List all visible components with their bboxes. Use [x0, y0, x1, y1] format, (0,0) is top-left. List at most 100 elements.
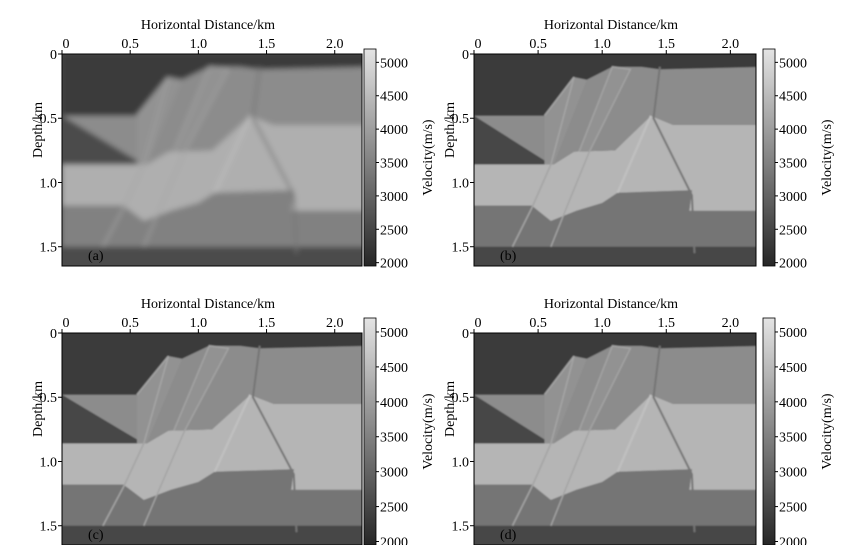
colorbar-tick-label: 3000 — [380, 190, 408, 205]
fault-line — [251, 345, 298, 533]
fault-block — [579, 345, 631, 431]
fault-block — [137, 356, 182, 444]
y-tick-label: 0 — [50, 48, 57, 63]
x-axis-title: Horizontal Distance/km — [544, 297, 678, 312]
x-tick-label: 1.5 — [258, 316, 276, 331]
y-tick-label: 0 — [462, 327, 469, 342]
colorbar-tick-label: 4500 — [779, 361, 807, 376]
colorbar-tick-label: 4000 — [779, 123, 807, 138]
y-tick-label: 0 — [462, 48, 469, 63]
y-tick-label: 1.5 — [40, 241, 58, 256]
fault-line — [550, 345, 632, 526]
deep-layer — [474, 190, 756, 247]
x-tick-label: 0.5 — [121, 316, 139, 331]
x-tick-label: 0 — [63, 316, 70, 331]
colorbar-tick-label: 2500 — [779, 223, 807, 238]
middle-layer — [62, 115, 362, 221]
fault-block — [544, 77, 587, 165]
fault-line — [213, 394, 252, 473]
y-tick-label: 1.5 — [452, 520, 470, 535]
panel-label: (d) — [500, 528, 517, 543]
x-tick-label: 1.0 — [593, 37, 611, 52]
colorbar-tick-label: 2500 — [380, 223, 408, 238]
colorbar-tick-label: 5000 — [779, 56, 807, 71]
panel-2: 0 0.5 1.0 1.5 2.0 0 0.5 1.0 1.5 Horizontal Distan… — [31, 297, 436, 545]
y-axis-title: Depth/km — [443, 381, 458, 437]
y-tick-label: 0.5 — [452, 391, 470, 406]
x-tick-label: 1.0 — [190, 37, 208, 52]
colorbar: 5000 4500 4000 3500 3000 2500 2000 Velocity(m/s… — [762, 48, 835, 272]
colorbar-gradient — [363, 48, 377, 267]
deep-layer — [62, 190, 362, 247]
x-tick-label: 2.0 — [722, 37, 740, 52]
x-axis-title: Horizontal Distance/km — [141, 297, 275, 312]
panel-label: (c) — [88, 528, 104, 543]
fault-line — [550, 66, 632, 247]
x-tick-label: 1.5 — [658, 37, 676, 52]
colorbar-title: Velocity(m/s) — [421, 119, 436, 196]
fault-line — [616, 115, 652, 194]
colorbar-tick-label: 2500 — [380, 501, 408, 516]
x-tick-label: 1.5 — [658, 316, 676, 331]
middle-layer — [62, 394, 362, 500]
x-tick-label: 2.0 — [326, 37, 344, 52]
velocity-model-image — [474, 54, 756, 266]
colorbar-tick-label: 2000 — [380, 257, 408, 272]
colorbar-tick-label: 4000 — [380, 396, 408, 411]
fault-block — [544, 356, 587, 444]
panel-1: 0 0.5 1.0 1.5 2.0 0 0.5 1.0 1.5 Horizontal Distan… — [443, 18, 835, 272]
colorbar-tick-label: 3500 — [779, 431, 807, 446]
fault-line — [213, 115, 252, 194]
x-tick-label: 2.0 — [326, 316, 344, 331]
y-tick-label: 0.5 — [452, 112, 470, 127]
fault-block — [173, 66, 229, 152]
colorbar-title: Velocity(m/s) — [820, 393, 835, 470]
fault-line — [616, 394, 652, 473]
colorbar-tick-label: 2000 — [380, 536, 408, 545]
top-layer — [474, 54, 756, 116]
colorbar: 5000 4500 4000 3500 3000 2500 2000 Velocity(m/s… — [363, 317, 436, 545]
fault-line — [652, 345, 696, 533]
panel-3: 0 0.5 1.0 1.5 2.0 0 0.5 1.0 1.5 Horizontal Distan… — [443, 297, 835, 545]
colorbar-tick-label: 3500 — [779, 157, 807, 172]
colorbar-tick-label: 4500 — [380, 361, 408, 376]
colorbar-tick-label: 5000 — [380, 326, 408, 341]
colorbar-tick-label: 5000 — [779, 326, 807, 341]
colorbar-tick-label: 2000 — [779, 536, 807, 545]
x-axis-title: Horizontal Distance/km — [544, 18, 678, 33]
x-tick-label: 0 — [475, 316, 482, 331]
y-tick-label: 0.5 — [40, 112, 58, 127]
y-tick-label: 0 — [50, 327, 57, 342]
y-tick-label: 1.5 — [40, 520, 58, 535]
colorbar-gradient — [363, 317, 377, 545]
colorbar-tick-label: 3000 — [779, 190, 807, 205]
y-tick-label: 0.5 — [40, 391, 58, 406]
colorbar-title: Velocity(m/s) — [421, 393, 436, 470]
colorbar-tick-label: 3000 — [380, 466, 408, 481]
top-layer — [474, 333, 756, 395]
fault-line — [143, 66, 230, 247]
fault-block — [579, 66, 631, 152]
axes-frame — [473, 53, 757, 267]
middle-layer — [474, 115, 756, 221]
axes-frame — [61, 332, 363, 545]
top-layer — [62, 333, 362, 395]
fault-line — [102, 355, 170, 527]
fault-line — [143, 345, 230, 526]
colorbar: 5000 4500 4000 3500 3000 2500 2000 Velocity(m/s… — [762, 317, 835, 545]
colorbar-tick-label: 3000 — [779, 466, 807, 481]
colorbar-tick-label: 4000 — [779, 396, 807, 411]
middle-layer — [474, 394, 756, 500]
x-tick-label: 2.0 — [722, 316, 740, 331]
fault-line — [102, 76, 170, 248]
deep-layer — [62, 469, 362, 526]
y-tick-label: 1.0 — [452, 176, 470, 191]
y-tick-label: 1.0 — [40, 176, 58, 191]
x-tick-label: 0 — [475, 37, 482, 52]
velocity-model-image — [474, 333, 756, 545]
colorbar-tick-label: 2000 — [779, 257, 807, 272]
fault-block — [173, 345, 229, 431]
colorbar-tick-label: 4500 — [779, 90, 807, 105]
